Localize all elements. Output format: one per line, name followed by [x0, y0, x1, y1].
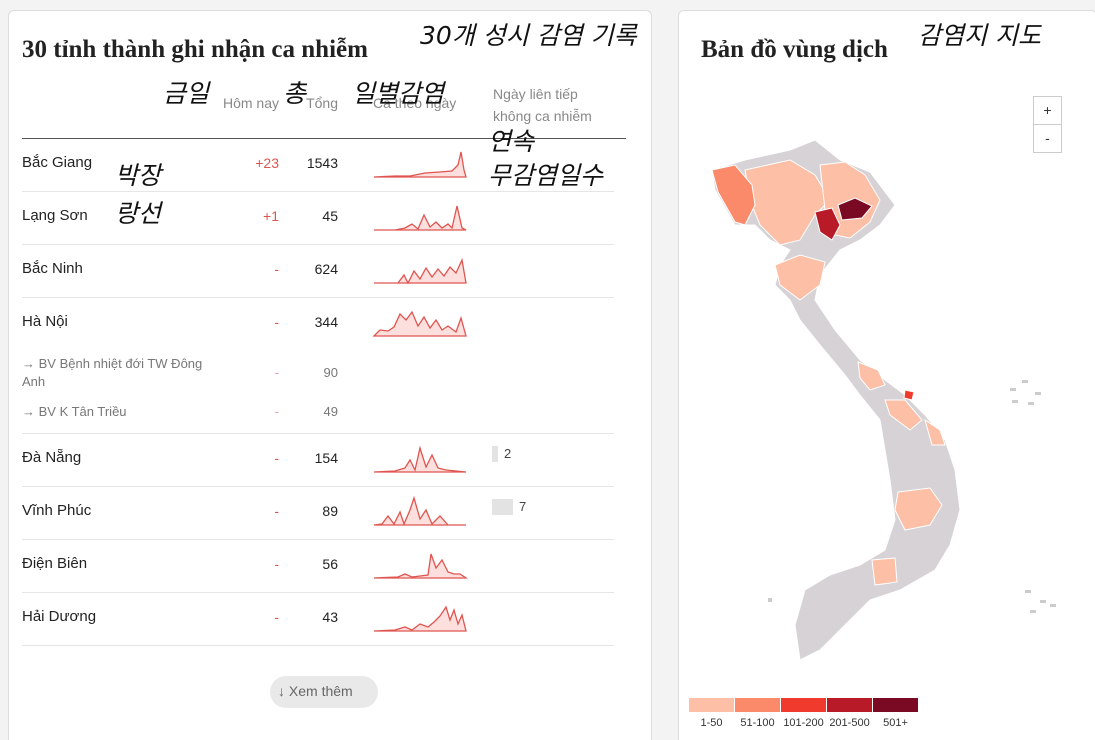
- today-count: -: [274, 503, 279, 519]
- header-rule: [22, 138, 626, 139]
- zoom-in[interactable]: +: [1033, 96, 1062, 125]
- streak-bar: [492, 499, 513, 515]
- today-count: -: [274, 261, 279, 277]
- province-name: Bắc Ninh: [22, 260, 83, 277]
- annotation: 금일: [163, 79, 210, 108]
- total-count: 624: [314, 261, 338, 277]
- today-count: -: [274, 314, 279, 330]
- table-card: [8, 10, 652, 740]
- row-rule: [22, 592, 614, 593]
- total-count: 154: [314, 450, 338, 466]
- hospital-today: -: [274, 365, 279, 380]
- province-name: Đà Nẵng: [22, 449, 82, 466]
- hospital-name: → BV K Tân Triều: [22, 404, 127, 419]
- total-count: 45: [322, 208, 338, 224]
- streak-label: 2: [504, 446, 512, 461]
- province-name: Vĩnh Phúc: [22, 502, 92, 519]
- sparklines: [372, 151, 469, 632]
- province-name: Hà Nội: [22, 313, 68, 330]
- province-name: Lạng Sơn: [22, 207, 88, 224]
- today-count: -: [274, 450, 279, 466]
- legend-label: 101-200: [783, 717, 824, 729]
- total-count: 43: [322, 609, 338, 625]
- today-count: -: [274, 556, 279, 572]
- row-rule: [22, 433, 614, 434]
- legend-swatch: [873, 698, 918, 712]
- zoom-out[interactable]: -: [1033, 124, 1062, 153]
- legend-label: 501+: [883, 717, 908, 729]
- more-label[interactable]: ↓ Xem thêm: [278, 683, 353, 699]
- legend-swatch: [781, 698, 826, 712]
- annotation: 감염지 지도: [918, 21, 1041, 50]
- hospital-total: 90: [323, 365, 338, 380]
- today-count: +23: [255, 155, 279, 171]
- more-button[interactable]: [270, 676, 378, 708]
- annotation: 랑선: [115, 199, 162, 228]
- col-today: Hôm nay: [222, 95, 279, 111]
- more-text: Xem thêm: [288, 683, 353, 699]
- row-rule: [22, 191, 614, 192]
- annotation: 총: [283, 79, 307, 108]
- col-total: Tổng: [306, 95, 338, 111]
- province-name: Hải Dương: [22, 608, 97, 625]
- province-name: Bắc Giang: [22, 154, 93, 171]
- hospital-today: -: [274, 404, 279, 419]
- table-title: 30 tỉnh thành ghi nhận ca nhiễm: [22, 36, 368, 63]
- hospital-name: → BV Bệnh nhiệt đới TW Đông Anh: [22, 356, 203, 389]
- legend-label: 201-500: [829, 717, 870, 729]
- row-rule: [22, 539, 614, 540]
- total-count: 89: [322, 503, 338, 519]
- map-card: [678, 10, 1095, 740]
- streak-label: 7: [519, 499, 527, 514]
- row-rule: [22, 244, 614, 245]
- legend-label: 51-100: [740, 717, 775, 729]
- annotation: 박장: [115, 161, 162, 190]
- annotation: 30개 성시 감염 기록: [420, 21, 637, 50]
- annotation: 일별감염: [352, 79, 445, 108]
- today-count: +1: [263, 208, 279, 224]
- row-rule: [22, 486, 614, 487]
- legend-swatch: [735, 698, 780, 712]
- map-title: Bản đồ vùng dịch: [701, 36, 888, 63]
- total-count: 56: [322, 556, 338, 572]
- total-count: 344: [314, 314, 338, 330]
- today-count: -: [274, 609, 279, 625]
- map: [711, 139, 1056, 661]
- legend-swatch: [827, 698, 872, 712]
- annotation: 연속: [488, 127, 535, 156]
- col-daily: Ca theo ngày: [373, 95, 457, 111]
- streak-bar: [492, 446, 498, 462]
- row-rule: [22, 297, 614, 298]
- hospital-total: 49: [323, 404, 338, 419]
- total-count: 1543: [306, 155, 338, 171]
- province-name: Điện Biên: [22, 555, 88, 572]
- legend-swatch: [689, 698, 734, 712]
- sparkline: [372, 151, 469, 632]
- col-streak: Ngày liên tiếp không ca nhiễm: [493, 86, 592, 124]
- legend-label: 1-50: [700, 717, 723, 729]
- row-rule: [22, 645, 614, 646]
- annotation: 무감염일수: [488, 161, 604, 190]
